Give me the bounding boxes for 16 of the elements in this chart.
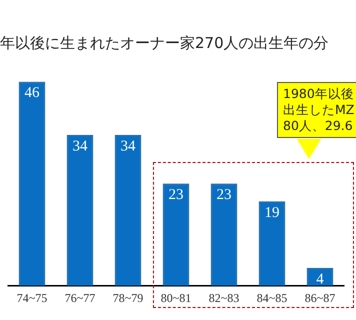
x-tick-label: 86~87 [304,290,336,305]
data-label: 34 [120,138,136,154]
chart-title: 年以後に生まれたオーナー家270人の出生年の分 [0,34,329,53]
x-tick-label: 76~77 [64,290,96,305]
x-tick-label: 82~83 [208,290,240,305]
data-label: 46 [24,85,40,102]
data-label: 4 [316,271,324,288]
x-tick-label: 78~79 [112,290,144,305]
x-tick-label: 80~81 [160,290,192,305]
x-tick-label: 84~85 [256,290,288,305]
annotation: 1980年以後出生したMZ80人、29.6 [277,82,356,138]
x-tick-label: 74~75 [16,290,48,305]
data-label: 19 [264,204,280,221]
data-label: 34 [72,138,88,154]
data-label: 23 [168,187,184,204]
data-label: 23 [216,187,232,204]
